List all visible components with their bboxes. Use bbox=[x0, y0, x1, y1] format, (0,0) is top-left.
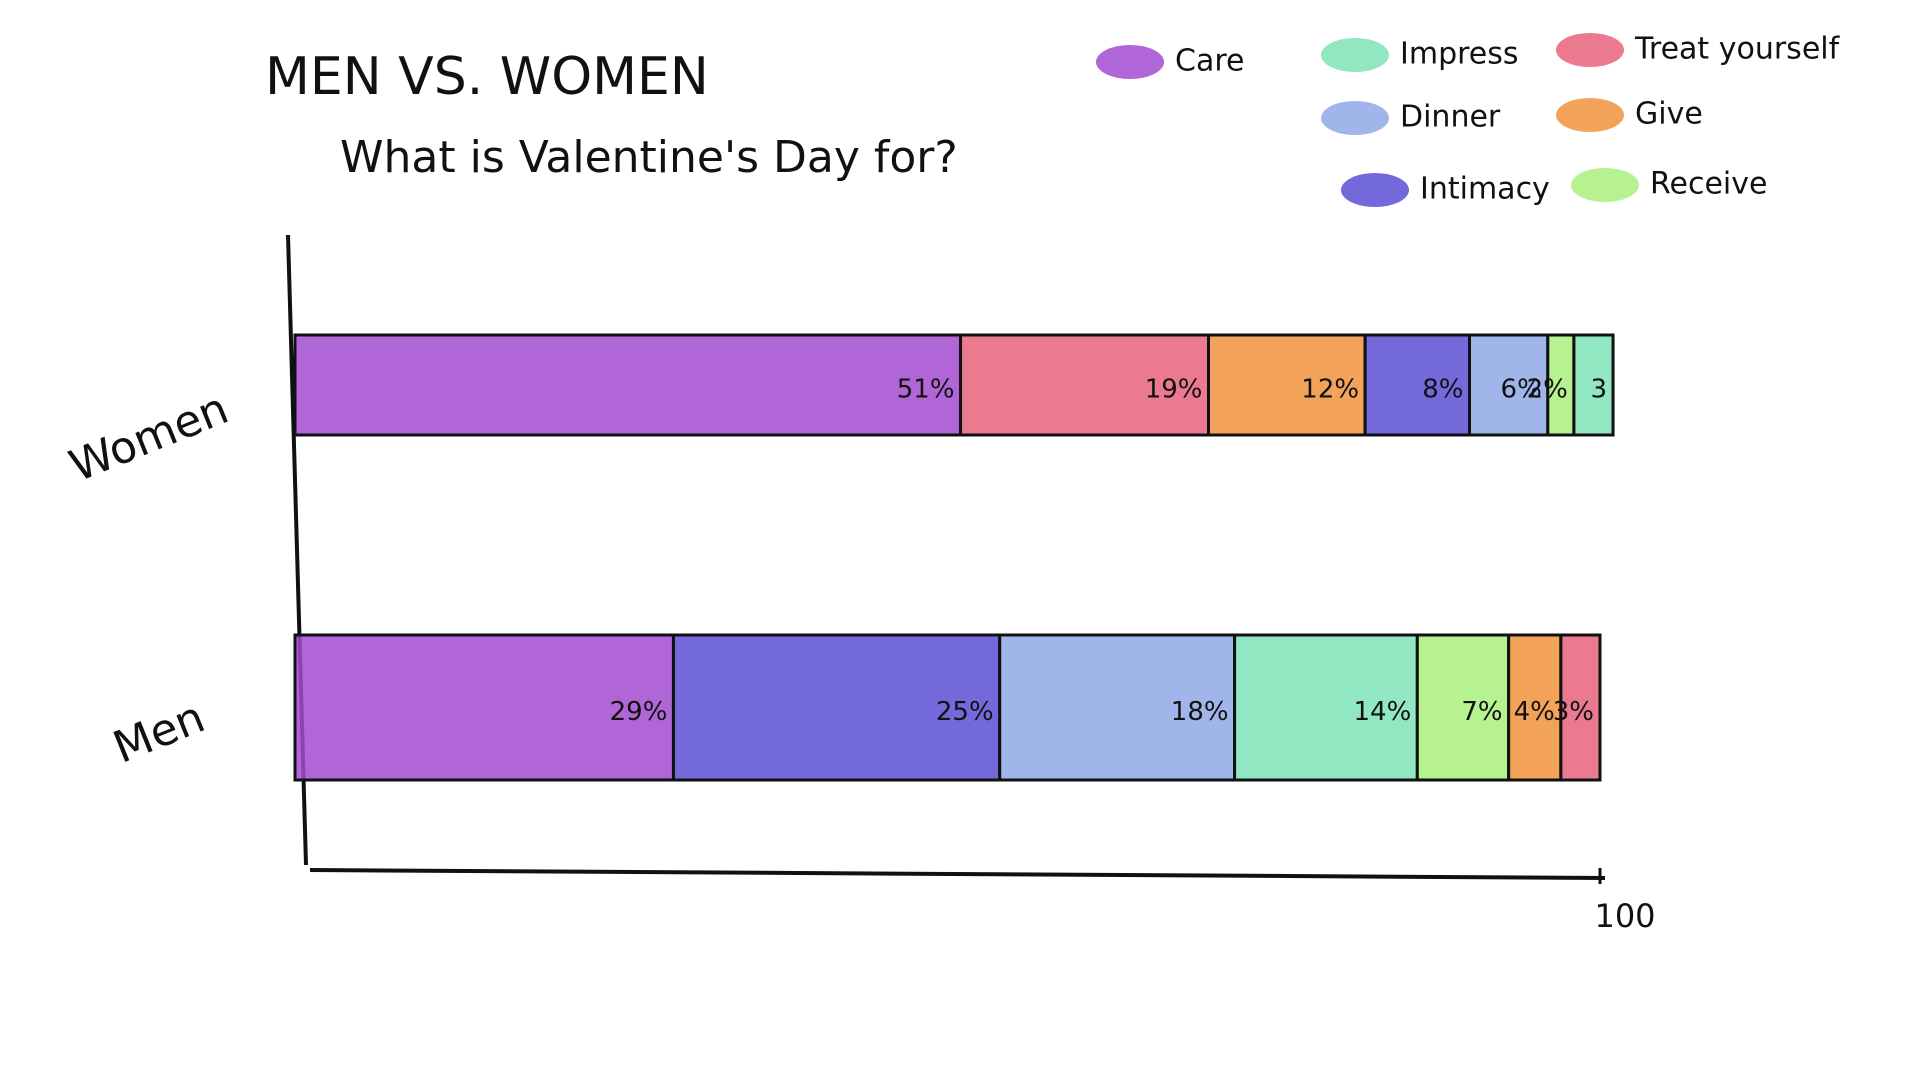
bar-segment bbox=[1572, 333, 1615, 437]
y-tick-label: Men bbox=[106, 692, 211, 774]
bar-segment bbox=[1559, 633, 1602, 782]
value-label: 6% bbox=[1501, 375, 1542, 405]
legend-swatch bbox=[1556, 33, 1624, 67]
x-tick-label: 100 bbox=[1594, 897, 1655, 935]
value-label: 29% bbox=[610, 697, 668, 727]
bar-segment bbox=[1207, 333, 1367, 437]
chart-title: MEN VS. WOMEN bbox=[265, 47, 709, 107]
value-label: 8% bbox=[1422, 375, 1463, 405]
bar-segment bbox=[998, 633, 1237, 782]
legend-swatch bbox=[1341, 173, 1409, 207]
value-label: 19% bbox=[1145, 375, 1203, 405]
legend-label: Care bbox=[1175, 44, 1244, 79]
x-axis bbox=[309, 868, 1606, 880]
legend-label: Impress bbox=[1400, 37, 1519, 72]
legend-label: Treat yourself bbox=[1634, 32, 1841, 67]
legend-swatch bbox=[1571, 168, 1639, 202]
value-label: 4% bbox=[1514, 697, 1555, 727]
legend-swatch bbox=[1096, 45, 1164, 79]
legend-label: Give bbox=[1635, 97, 1703, 132]
legend-label: Receive bbox=[1650, 167, 1767, 202]
bar-segment bbox=[1415, 633, 1511, 782]
value-label: 14% bbox=[1354, 697, 1412, 727]
value-label: 18% bbox=[1171, 697, 1229, 727]
value-label: 51% bbox=[897, 375, 955, 405]
value-label: 3 bbox=[1591, 375, 1608, 405]
bar-segment bbox=[293, 333, 963, 437]
value-label: 3% bbox=[1553, 697, 1594, 727]
legend-swatch bbox=[1321, 38, 1389, 72]
value-label: 25% bbox=[936, 697, 994, 727]
value-label: 7% bbox=[1461, 697, 1502, 727]
value-label: 2% bbox=[1527, 375, 1568, 405]
legend-swatch bbox=[1321, 101, 1389, 135]
chart-subtitle: What is Valentine's Day for? bbox=[340, 132, 958, 183]
value-label: 12% bbox=[1301, 375, 1359, 405]
bar-segment bbox=[1233, 633, 1419, 782]
legend-label: Dinner bbox=[1400, 100, 1501, 135]
y-tick-label: Women bbox=[63, 383, 236, 492]
bar-segment bbox=[1363, 333, 1471, 437]
legend-swatch bbox=[1556, 98, 1624, 132]
bar-segment bbox=[1507, 633, 1563, 782]
legend-label: Intimacy bbox=[1420, 172, 1550, 207]
